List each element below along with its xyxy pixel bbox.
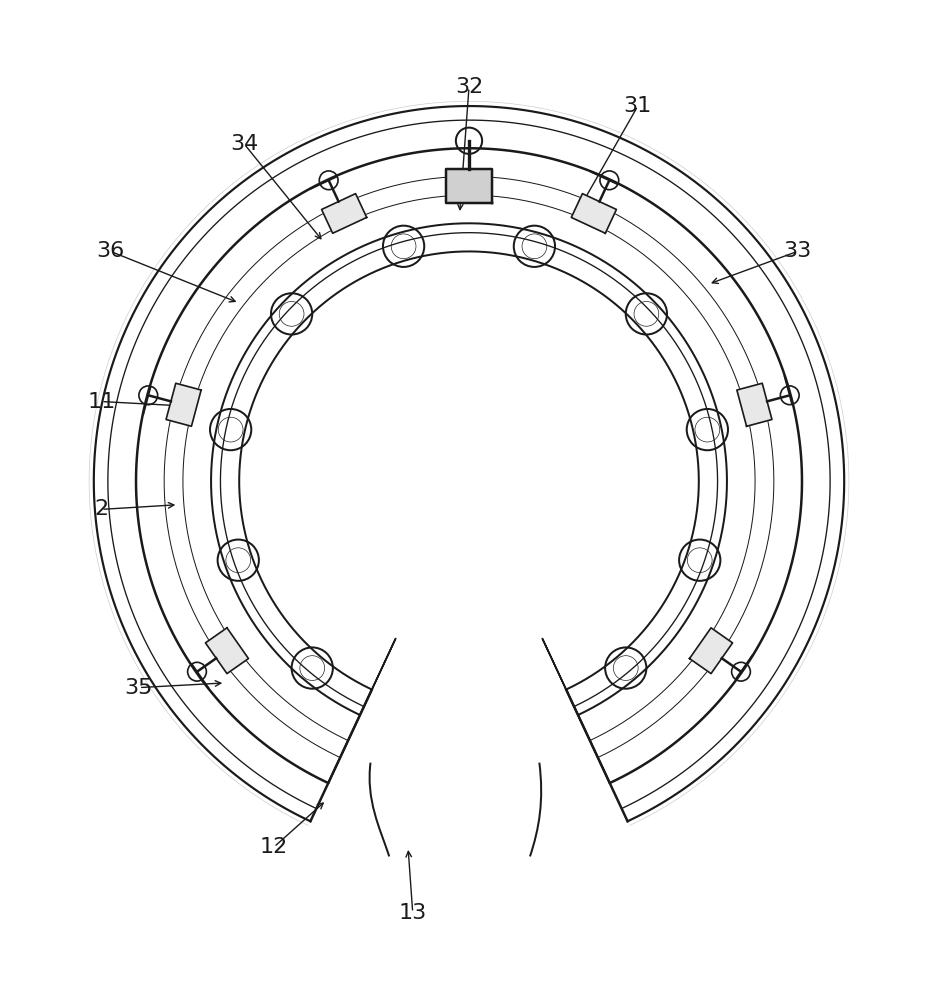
Polygon shape	[446, 169, 492, 203]
Polygon shape	[737, 383, 772, 426]
Text: 13: 13	[399, 903, 427, 923]
Text: 32: 32	[455, 77, 483, 97]
Text: 12: 12	[260, 837, 288, 857]
Polygon shape	[689, 628, 733, 674]
Polygon shape	[205, 628, 249, 674]
Polygon shape	[322, 194, 367, 233]
Text: 31: 31	[624, 96, 652, 116]
Text: 11: 11	[87, 392, 115, 412]
Text: 2: 2	[94, 499, 109, 519]
Text: 36: 36	[97, 241, 125, 261]
Polygon shape	[571, 194, 616, 233]
Text: 34: 34	[230, 134, 258, 154]
Text: 33: 33	[783, 241, 811, 261]
Polygon shape	[166, 383, 201, 426]
Text: 35: 35	[125, 678, 153, 698]
